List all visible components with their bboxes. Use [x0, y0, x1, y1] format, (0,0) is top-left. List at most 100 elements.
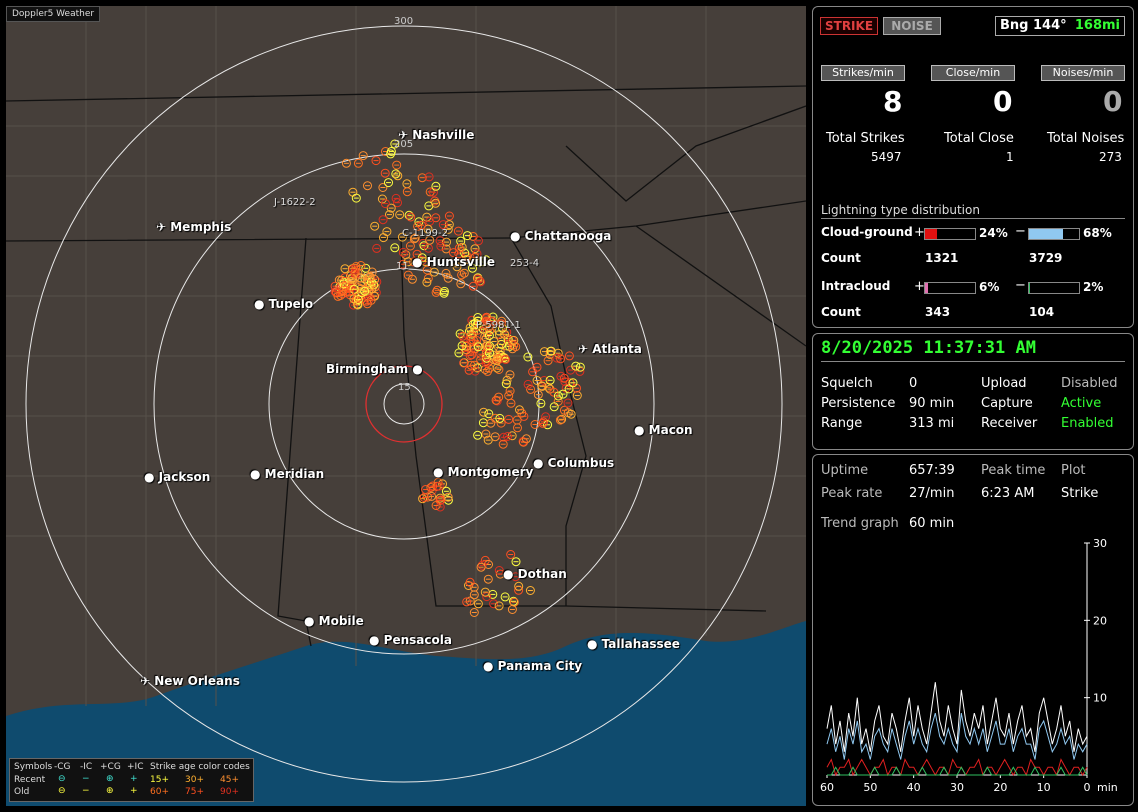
strike-marker	[465, 323, 475, 333]
strike-marker	[557, 414, 567, 424]
strike-marker	[419, 493, 429, 502]
bearing-angle: Bng 144°	[1000, 18, 1067, 33]
strike-marker	[564, 351, 574, 361]
strike-marker	[351, 193, 361, 203]
city-dot-icon: ●	[250, 467, 265, 481]
strike-marker	[500, 329, 509, 339]
strike-marker	[482, 327, 492, 337]
lightning-map[interactable]: Doppler5 Weather 300 205 15 J-1622-2 C-1…	[6, 6, 806, 806]
airport-icon: ✈	[140, 674, 155, 688]
city-new-orleans: ✈ New Orleans	[140, 674, 240, 688]
city-dot-icon: ●	[587, 637, 602, 651]
strike-marker	[434, 481, 444, 491]
total-noises-value: 273	[1099, 150, 1122, 164]
strike-marker	[512, 415, 522, 425]
strike-marker	[386, 203, 396, 213]
strike-marker	[372, 243, 382, 253]
strike-marker	[458, 331, 468, 341]
upload-value: Disabled	[1061, 376, 1118, 391]
ring-label-middle: 205	[394, 139, 414, 150]
strike-marker	[462, 231, 472, 241]
city-jackson: ● Jackson	[144, 470, 211, 484]
strike-marker	[484, 331, 494, 340]
strike-marker	[341, 282, 350, 291]
strike-marker	[427, 491, 436, 501]
cg-negative-count: 3729	[1029, 251, 1063, 265]
strike-marker	[386, 147, 396, 156]
trend-series-line	[826, 682, 1088, 752]
strike-marker	[348, 264, 358, 274]
strike-marker	[543, 356, 553, 366]
strike-marker	[349, 294, 359, 304]
strike-marker	[485, 348, 494, 358]
strike-marker	[422, 277, 432, 287]
strike-marker	[390, 243, 400, 253]
strike-marker	[476, 257, 486, 267]
strike-marker	[479, 407, 489, 417]
strike-marker	[552, 353, 562, 363]
ic-positive-percent: 6%	[979, 280, 1000, 294]
strike-marker	[392, 160, 402, 170]
trend-chart: 30 20 10 60 50 40 30 20 10 0 min	[820, 539, 1118, 794]
x-tick-label: 50	[863, 781, 877, 794]
peak-rate-value: 27/min	[909, 486, 955, 501]
strike-marker	[457, 270, 467, 280]
noises-per-min-caption: Noises/min	[1041, 65, 1125, 81]
strike-marker	[403, 270, 413, 280]
strike-marker	[385, 210, 394, 220]
legend-age: 30+	[185, 775, 204, 785]
strike-marker	[362, 299, 372, 309]
strike-marker	[506, 398, 516, 408]
city-dot-icon: ●	[483, 659, 498, 673]
cg-negative-percent: 68%	[1083, 226, 1112, 240]
strike-marker	[481, 312, 491, 322]
strike-marker	[511, 342, 521, 352]
strike-marker	[558, 389, 568, 399]
strike-marker	[537, 381, 547, 391]
strike-marker	[563, 398, 573, 408]
strike-marker	[469, 608, 479, 617]
strike-marker	[417, 220, 426, 230]
strike-marker	[478, 418, 488, 428]
legend-symbols-label: Symbols	[14, 762, 53, 772]
city-dot-icon: ●	[433, 465, 448, 479]
x-tick-label: 0	[1084, 781, 1091, 794]
strike-marker	[418, 494, 428, 504]
airport-icon: ✈	[398, 128, 413, 142]
strike-marker	[505, 370, 515, 380]
strike-marker	[502, 375, 512, 385]
strike-marker	[438, 220, 448, 230]
minus-cg-old-icon: ⊖	[58, 786, 66, 796]
ic-count-label: Count	[821, 305, 861, 319]
strike-marker	[475, 276, 485, 286]
strike-mode-button[interactable]: STRIKE	[820, 17, 878, 35]
strike-marker	[555, 415, 565, 425]
strike-marker	[378, 183, 388, 192]
strike-marker	[501, 355, 511, 365]
cg-positive-fill	[925, 229, 937, 239]
strike-marker	[353, 300, 363, 310]
noise-mode-button[interactable]: NOISE	[883, 17, 941, 35]
strike-marker	[480, 587, 490, 597]
strike-marker	[402, 187, 412, 197]
strike-marker	[449, 248, 458, 258]
strike-marker	[465, 577, 475, 587]
total-close-label: Total Close	[944, 131, 1014, 146]
strike-marker	[340, 273, 350, 283]
strike-marker	[441, 486, 451, 496]
strike-marker	[419, 241, 429, 251]
strikes-per-min-value: 8	[883, 85, 903, 118]
plus-ic-recent-icon: +	[130, 774, 138, 784]
cg-negative-bar	[1028, 228, 1080, 240]
strike-marker	[380, 199, 390, 209]
cg-positive-percent: 24%	[979, 226, 1008, 240]
strike-marker	[462, 254, 471, 264]
strike-marker	[489, 355, 499, 365]
plot-value[interactable]: Strike	[1061, 486, 1099, 501]
strike-marker	[473, 430, 483, 440]
city-panama-city: ● Panama City	[483, 659, 583, 673]
strike-marker	[544, 382, 553, 392]
strike-marker	[500, 592, 510, 602]
plot-label: Plot	[1061, 463, 1086, 478]
trend-series-line	[826, 758, 1088, 777]
